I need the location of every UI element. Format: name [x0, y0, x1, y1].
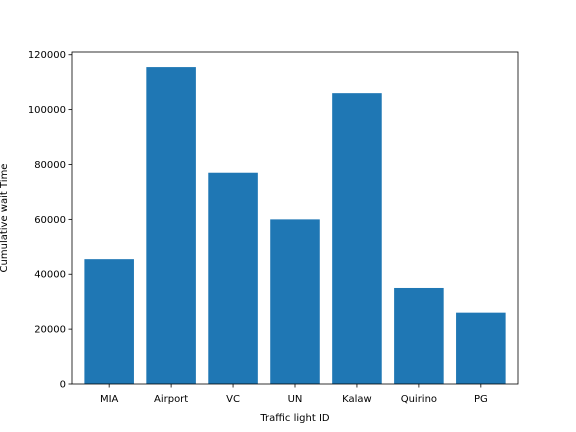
- x-tick-label: UN: [288, 394, 303, 405]
- x-tick-label: VC: [226, 394, 240, 405]
- y-tick-label: 0: [60, 380, 66, 391]
- x-tick-label: Quirino: [401, 394, 437, 405]
- y-tick-label: 20000: [34, 325, 66, 336]
- y-tick-label: 120000: [28, 50, 66, 61]
- y-tick-label: 60000: [34, 215, 66, 226]
- bar-quirino: [394, 288, 444, 384]
- bar-airport: [146, 67, 196, 384]
- bar-kalaw: [332, 93, 382, 384]
- bar-mia: [84, 259, 134, 384]
- y-tick-label: 80000: [34, 160, 66, 171]
- y-tick-label: 40000: [34, 270, 66, 281]
- bar-pg: [456, 313, 506, 384]
- y-tick-label: 100000: [28, 105, 66, 116]
- x-tick-label: PG: [474, 394, 488, 405]
- y-axis-label: Cumulative wait Time: [0, 164, 10, 273]
- x-tick-label: Airport: [154, 394, 188, 405]
- x-tick-label: MIA: [100, 394, 119, 405]
- bar-un: [270, 219, 320, 384]
- x-tick-label: Kalaw: [342, 394, 372, 405]
- bar-vc: [208, 173, 258, 384]
- x-axis-label: Traffic light ID: [259, 413, 330, 424]
